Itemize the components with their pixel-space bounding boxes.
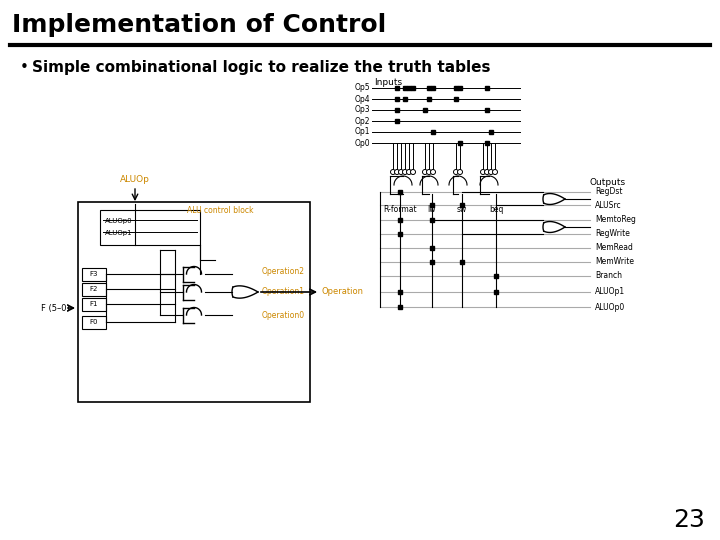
Circle shape bbox=[395, 170, 400, 174]
Text: 23: 23 bbox=[673, 508, 705, 532]
Text: ALU control block: ALU control block bbox=[186, 206, 253, 215]
Text: F2: F2 bbox=[90, 286, 98, 292]
Text: lw: lw bbox=[428, 205, 436, 214]
Text: ALUOp1: ALUOp1 bbox=[105, 230, 132, 236]
Circle shape bbox=[431, 170, 436, 174]
Circle shape bbox=[426, 170, 431, 174]
Circle shape bbox=[423, 170, 428, 174]
Text: F0: F0 bbox=[90, 319, 98, 325]
Text: F1: F1 bbox=[90, 301, 98, 307]
Text: ALUOp0: ALUOp0 bbox=[595, 302, 625, 312]
Circle shape bbox=[407, 170, 412, 174]
Text: MemWrite: MemWrite bbox=[595, 258, 634, 267]
Text: Operation1: Operation1 bbox=[262, 287, 305, 296]
Text: Outputs: Outputs bbox=[590, 178, 626, 187]
Bar bbox=[82, 298, 106, 310]
Text: beq: beq bbox=[489, 205, 503, 214]
Text: Inputs: Inputs bbox=[374, 78, 402, 87]
Text: Op4: Op4 bbox=[354, 94, 370, 104]
Circle shape bbox=[398, 170, 403, 174]
Bar bbox=[82, 282, 106, 295]
Text: RegWrite: RegWrite bbox=[595, 230, 630, 239]
Text: Simple combinational logic to realize the truth tables: Simple combinational logic to realize th… bbox=[32, 60, 490, 75]
Bar bbox=[82, 267, 106, 280]
Text: Op5: Op5 bbox=[354, 84, 370, 92]
Text: Op1: Op1 bbox=[354, 127, 370, 137]
Text: •: • bbox=[20, 60, 29, 75]
Text: MemtoReg: MemtoReg bbox=[595, 215, 636, 225]
Circle shape bbox=[488, 170, 493, 174]
Text: Op3: Op3 bbox=[354, 105, 370, 114]
Text: F3: F3 bbox=[90, 271, 98, 277]
Text: Op2: Op2 bbox=[354, 117, 370, 125]
Circle shape bbox=[390, 170, 395, 174]
Text: Operation: Operation bbox=[322, 287, 364, 296]
Text: F (5–0): F (5–0) bbox=[41, 303, 70, 313]
Circle shape bbox=[457, 170, 462, 174]
Text: Operation0: Operation0 bbox=[262, 310, 305, 320]
Text: ALUOp1: ALUOp1 bbox=[595, 287, 625, 296]
Circle shape bbox=[485, 170, 490, 174]
Circle shape bbox=[492, 170, 498, 174]
Circle shape bbox=[480, 170, 485, 174]
Text: Branch: Branch bbox=[595, 272, 622, 280]
Bar bbox=[82, 315, 106, 328]
Text: MemRead: MemRead bbox=[595, 244, 633, 253]
Text: Operation2: Operation2 bbox=[262, 267, 305, 276]
Circle shape bbox=[454, 170, 459, 174]
Text: Implementation of Control: Implementation of Control bbox=[12, 13, 386, 37]
Text: RegDst: RegDst bbox=[595, 187, 623, 197]
Bar bbox=[78, 202, 310, 402]
Text: ALUSrc: ALUSrc bbox=[595, 200, 621, 210]
Circle shape bbox=[402, 170, 408, 174]
Circle shape bbox=[410, 170, 415, 174]
Text: sw: sw bbox=[457, 205, 467, 214]
Text: ALUOp: ALUOp bbox=[120, 175, 150, 184]
Text: Op0: Op0 bbox=[354, 138, 370, 147]
Text: ALUOp0: ALUOp0 bbox=[105, 218, 132, 224]
Text: R-format: R-format bbox=[383, 205, 417, 214]
Bar bbox=[100, 210, 200, 245]
